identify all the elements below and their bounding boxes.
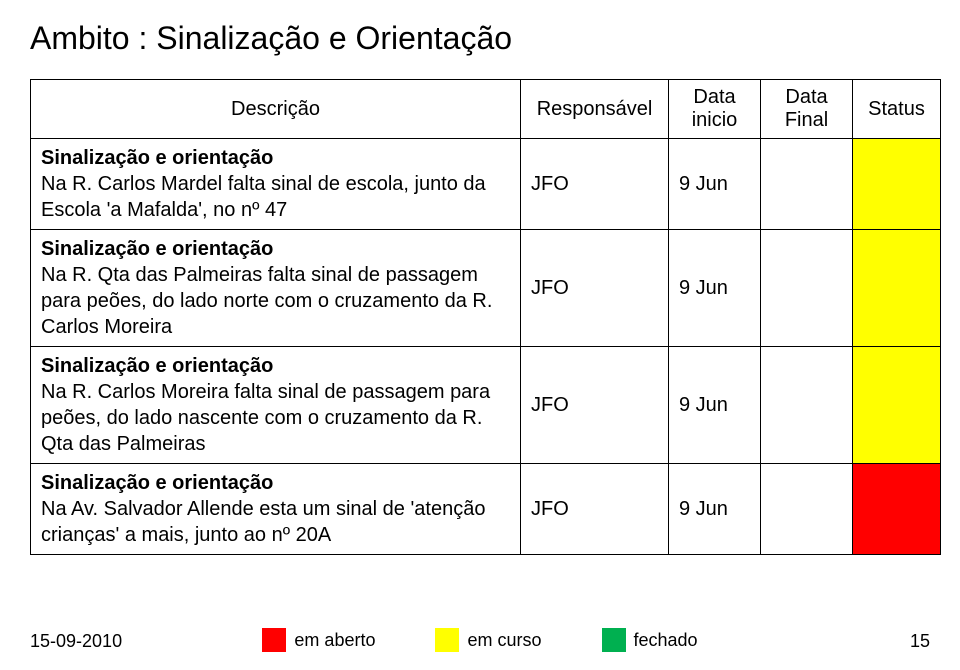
cell-resp: JFO — [521, 464, 669, 555]
footer: 15-09-2010 em aberto em curso fechado 15 — [30, 628, 930, 652]
col-header-status: Status — [853, 80, 941, 139]
footer-page: 15 — [910, 631, 930, 652]
legend-label-curso: em curso — [467, 630, 541, 651]
legend-item-aberto: em aberto — [262, 628, 375, 652]
legend-item-curso: em curso — [435, 628, 541, 652]
cell-final — [761, 139, 853, 230]
table-header-row: Descrição Responsável Data inicio Data F… — [31, 80, 941, 139]
desc-body: Na R. Carlos Mardel falta sinal de escol… — [41, 171, 510, 223]
cell-status — [853, 347, 941, 464]
table-row: Sinalização e orientação Na R. Carlos Mo… — [31, 347, 941, 464]
cell-resp: JFO — [521, 139, 669, 230]
page: Ambito : Sinalização e Orientação Descri… — [0, 0, 960, 670]
col-header-desc: Descrição — [31, 80, 521, 139]
cell-status — [853, 139, 941, 230]
cell-desc: Sinalização e orientação Na R. Qta das P… — [31, 230, 521, 347]
desc-heading: Sinalização e orientação — [41, 236, 510, 262]
col-header-inicio: Data inicio — [669, 80, 761, 139]
footer-date: 15-09-2010 — [30, 631, 122, 652]
cell-final — [761, 464, 853, 555]
cell-inicio: 9 Jun — [669, 347, 761, 464]
cell-inicio: 9 Jun — [669, 464, 761, 555]
desc-heading: Sinalização e orientação — [41, 353, 510, 379]
table-row: Sinalização e orientação Na Av. Salvador… — [31, 464, 941, 555]
cell-status — [853, 230, 941, 347]
cell-inicio: 9 Jun — [669, 230, 761, 347]
desc-body: Na R. Qta das Palmeiras falta sinal de p… — [41, 262, 510, 340]
cell-inicio: 9 Jun — [669, 139, 761, 230]
swatch-yellow — [435, 628, 459, 652]
desc-heading: Sinalização e orientação — [41, 145, 510, 171]
table-row: Sinalização e orientação Na R. Carlos Ma… — [31, 139, 941, 230]
legend-label-fechado: fechado — [634, 630, 698, 651]
cell-final — [761, 230, 853, 347]
cell-final — [761, 347, 853, 464]
legend-item-fechado: fechado — [602, 628, 698, 652]
col-header-resp: Responsável — [521, 80, 669, 139]
swatch-green — [602, 628, 626, 652]
cell-status — [853, 464, 941, 555]
legend: em aberto em curso fechado — [262, 628, 697, 652]
desc-body: Na Av. Salvador Allende esta um sinal de… — [41, 496, 510, 548]
page-title: Ambito : Sinalização e Orientação — [30, 20, 930, 57]
desc-body: Na R. Carlos Moreira falta sinal de pass… — [41, 379, 510, 457]
table-row: Sinalização e orientação Na R. Qta das P… — [31, 230, 941, 347]
col-header-final: Data Final — [761, 80, 853, 139]
cell-desc: Sinalização e orientação Na R. Carlos Mo… — [31, 347, 521, 464]
cell-resp: JFO — [521, 230, 669, 347]
cell-desc: Sinalização e orientação Na R. Carlos Ma… — [31, 139, 521, 230]
cell-desc: Sinalização e orientação Na Av. Salvador… — [31, 464, 521, 555]
swatch-red — [262, 628, 286, 652]
legend-label-aberto: em aberto — [294, 630, 375, 651]
cell-resp: JFO — [521, 347, 669, 464]
desc-heading: Sinalização e orientação — [41, 470, 510, 496]
main-table: Descrição Responsável Data inicio Data F… — [30, 79, 941, 555]
